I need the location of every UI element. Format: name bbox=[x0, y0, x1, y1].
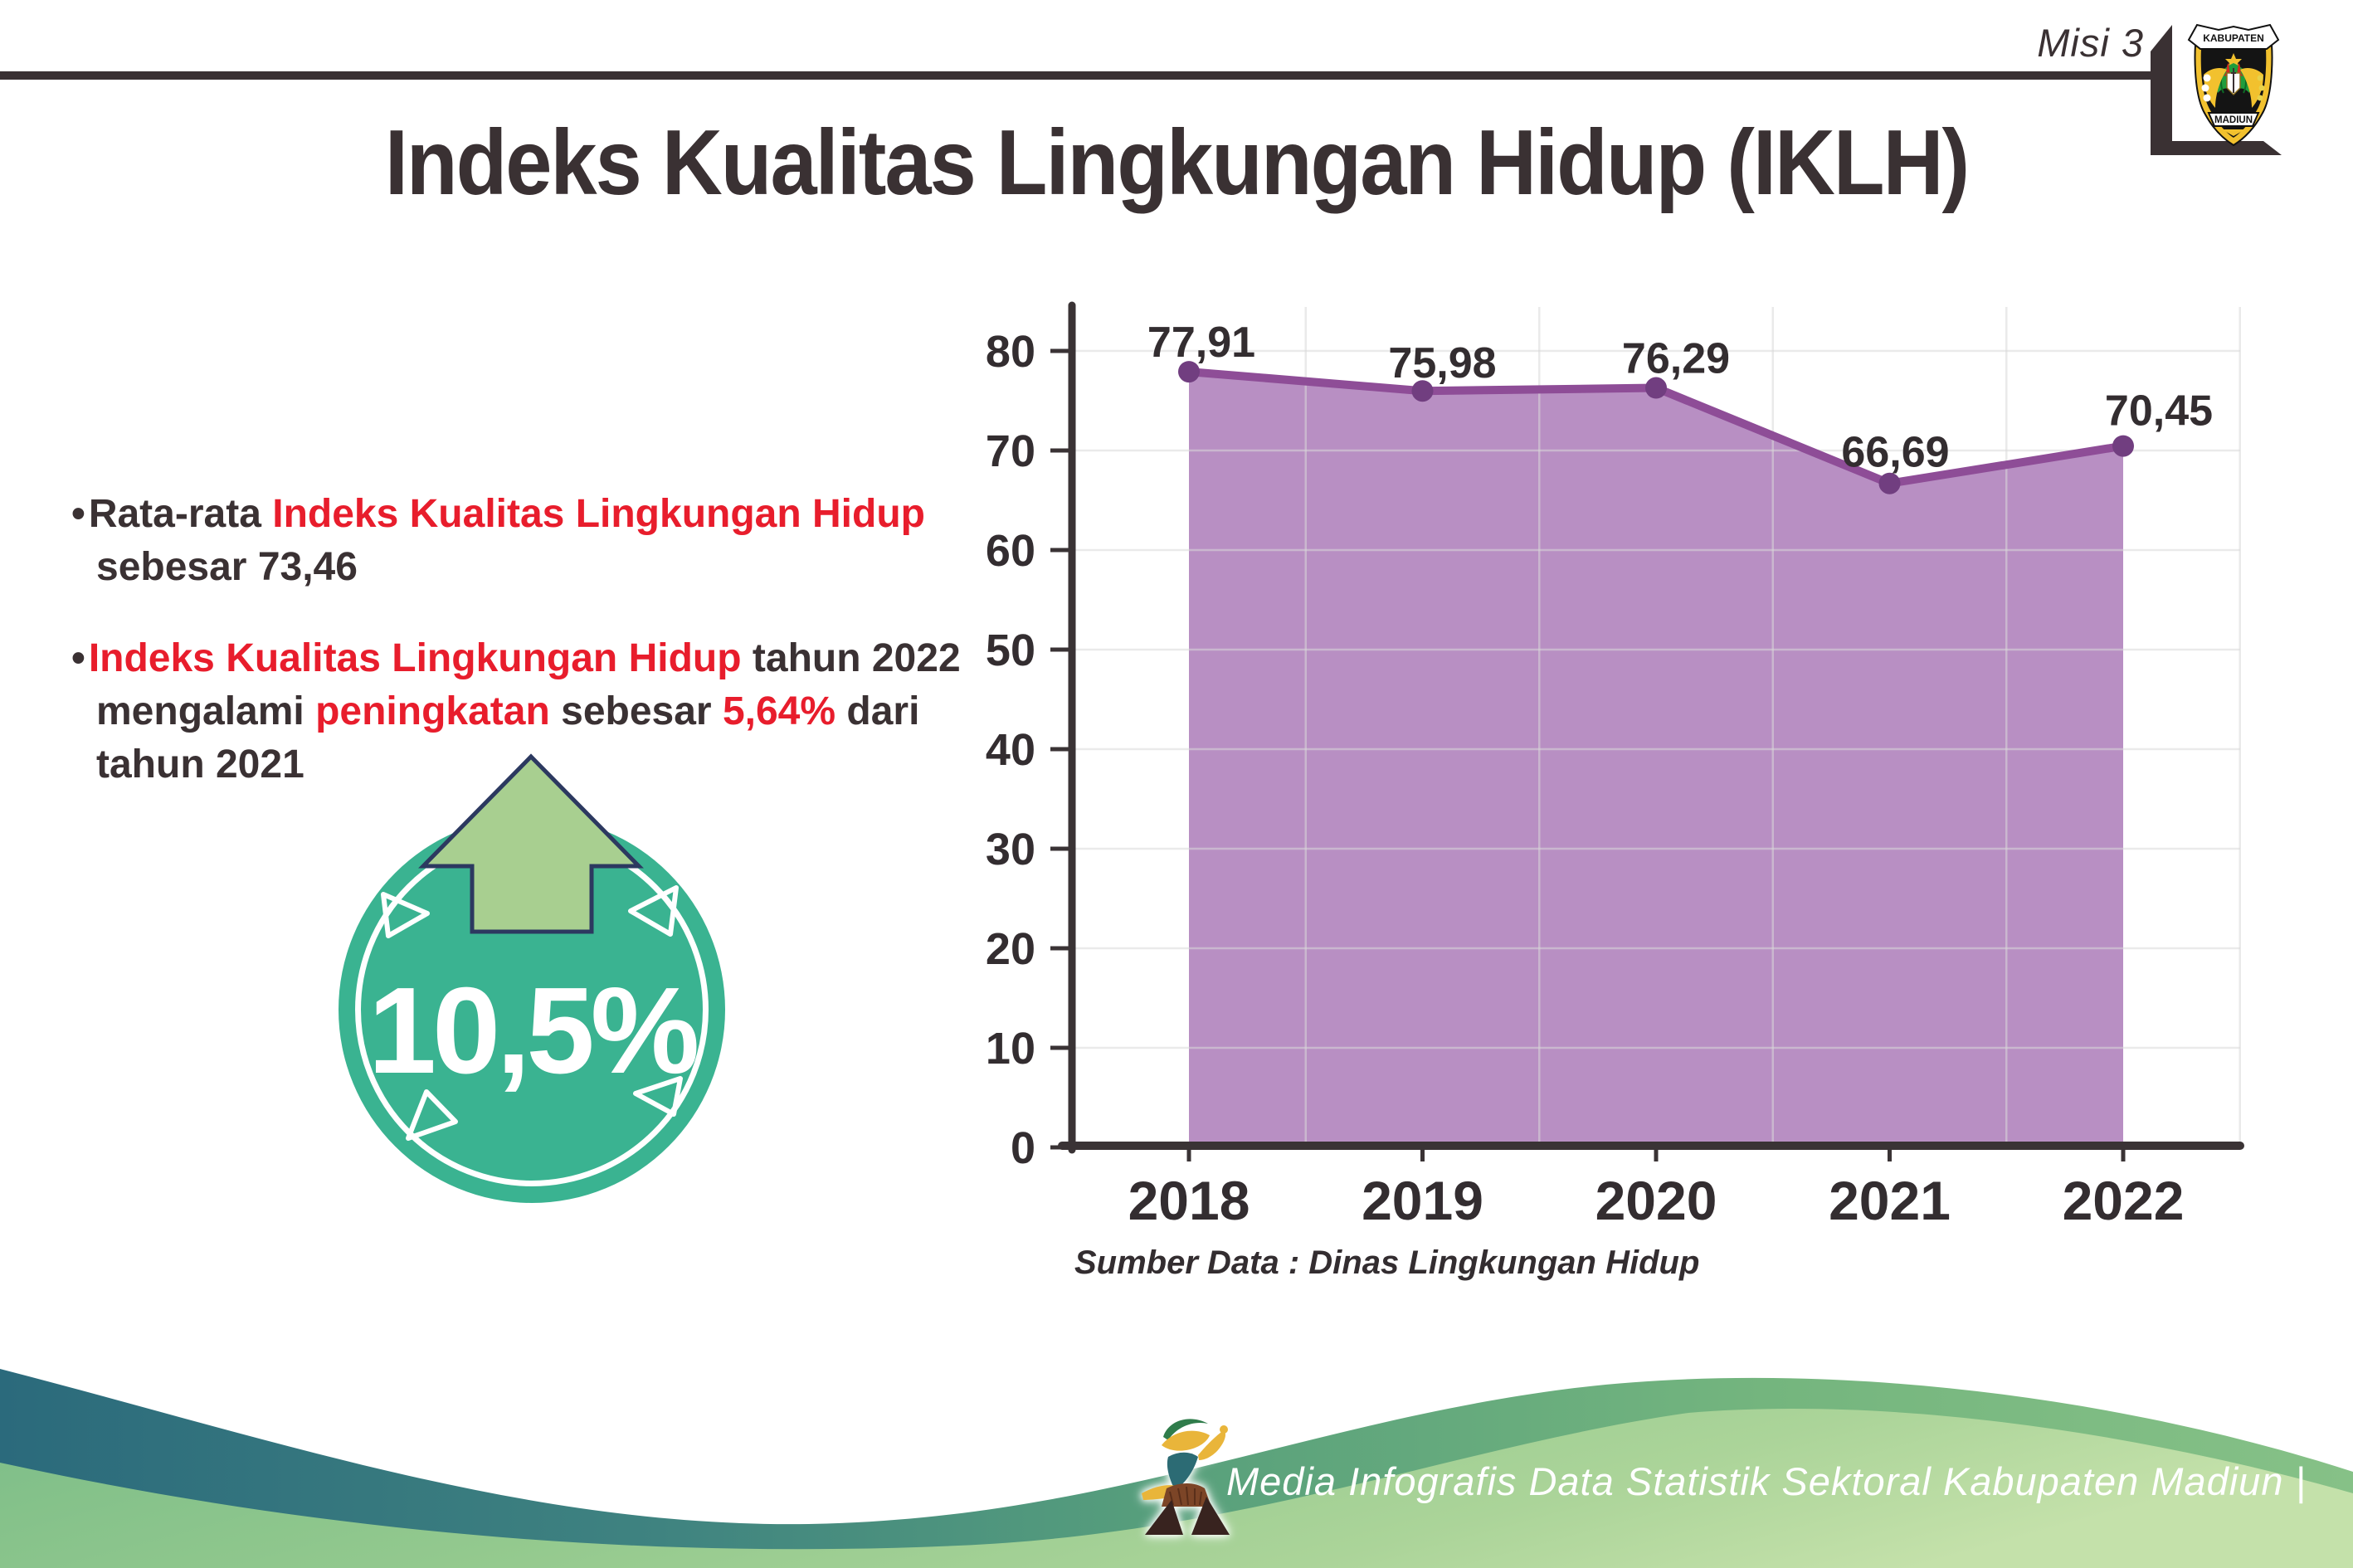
text-run: Indeks Kualitas Lingkungan Hidup bbox=[272, 492, 925, 536]
data-point-marker bbox=[1178, 361, 1200, 383]
dancer-mascot-icon bbox=[1142, 1419, 1230, 1535]
data-point-label: 75,98 bbox=[1388, 339, 1496, 387]
text-run: sebesar 73,46 bbox=[96, 545, 358, 589]
y-tick-label: 0 bbox=[1011, 1123, 1035, 1173]
data-point-marker bbox=[1878, 472, 1901, 494]
data-point-marker bbox=[2112, 435, 2134, 457]
logo-rice-icon bbox=[2257, 95, 2263, 101]
logo-rice-icon bbox=[2258, 85, 2265, 91]
text-run: Rata-rata bbox=[88, 492, 273, 536]
data-point-marker bbox=[1645, 377, 1667, 399]
footer-caption: Media Infografis Data Statistik Sektoral… bbox=[1226, 1459, 2307, 1503]
logo-cotton-icon bbox=[2203, 94, 2211, 102]
text-run: sebesar bbox=[549, 689, 723, 733]
bullet-line: •Rata-rata Indeks Kualitas Lingkungan Hi… bbox=[71, 488, 1034, 541]
badge-decor-triangles bbox=[381, 885, 683, 1141]
y-tick-label: 60 bbox=[986, 526, 1035, 576]
increase-arrow-icon bbox=[418, 753, 644, 934]
bullet-iklh-2022: •Indeks Kualitas Lingkungan Hidup tahun … bbox=[71, 632, 1034, 791]
logo-bottom-ornament bbox=[2222, 129, 2245, 136]
logo-rice-icon bbox=[2257, 75, 2263, 81]
data-point-label: 70,45 bbox=[2105, 387, 2213, 436]
x-tick-label: 2022 bbox=[2063, 1170, 2185, 1231]
logo-bottom-text: MADIUN bbox=[2214, 115, 2253, 125]
page-title: Indeks Kualitas Lingkungan Hidup (IKLH) bbox=[384, 112, 1970, 215]
logo-star-icon bbox=[2225, 53, 2242, 69]
y-tick-label: 20 bbox=[986, 924, 1035, 974]
text-run: tahun 2022 bbox=[741, 636, 961, 680]
data-point-label: 76,29 bbox=[1622, 335, 1730, 383]
bullet-line: tahun 2021 bbox=[71, 738, 1034, 791]
y-tick-label: 40 bbox=[986, 725, 1035, 775]
bullet-dot: • bbox=[71, 636, 85, 680]
y-tick-label: 30 bbox=[986, 825, 1035, 874]
logo-top-text: KABUPATEN bbox=[2203, 32, 2264, 44]
logo-bottom-banner bbox=[2207, 112, 2260, 127]
logo-corner-bracket bbox=[2151, 25, 2282, 155]
iklh-area-chart: 0 10 20 30 40 50 60 70 80 2018 2019 2020 2021 2022 77,… bbox=[986, 301, 2244, 1231]
bullet-average-iklh: •Rata-rata Indeks Kualitas Lingkungan Hi… bbox=[71, 488, 1034, 594]
y-tick-label: 50 bbox=[986, 626, 1035, 675]
logo-cotton-icon bbox=[2201, 84, 2209, 92]
footer-wave-light bbox=[0, 1409, 2353, 1568]
increase-percentage: 10,5% bbox=[368, 962, 700, 1099]
bullet-line: •Indeks Kualitas Lingkungan Hidup tahun … bbox=[71, 632, 1034, 685]
data-point-label: 66,69 bbox=[1841, 429, 1949, 477]
area-fill bbox=[1189, 372, 2123, 1148]
kabupaten-madiun-logo: KABUPATEN MADIUN bbox=[2187, 23, 2280, 147]
bullet-dot: • bbox=[71, 492, 85, 536]
logo-keris-icon bbox=[2231, 68, 2236, 93]
bullet-line: sebesar 73,46 bbox=[71, 541, 1034, 594]
data-point-marker bbox=[1411, 380, 1434, 402]
logo-cotton-icon bbox=[2203, 74, 2211, 82]
bullet-line: mengalami peningkatan sebesar 5,64% dari bbox=[71, 685, 1034, 738]
x-tick-label: 2019 bbox=[1362, 1170, 1483, 1231]
text-run: peningkatan bbox=[315, 689, 550, 733]
header-rule bbox=[0, 71, 2152, 80]
text-run: tahun 2021 bbox=[96, 743, 304, 786]
text-run: 5,64% bbox=[722, 689, 836, 733]
logo-top-banner bbox=[2187, 23, 2280, 50]
x-tick-label: 2020 bbox=[1595, 1170, 1717, 1231]
text-run: Indeks Kualitas Lingkungan Hidup bbox=[88, 636, 742, 680]
mission-label: Misi 3 bbox=[2037, 21, 2144, 65]
y-tick-label: 70 bbox=[986, 426, 1035, 476]
data-point-label: 77,91 bbox=[1147, 319, 1255, 367]
text-run: dari bbox=[835, 689, 920, 733]
text-run: mengalami bbox=[96, 689, 316, 733]
chart-source-note: Sumber Data : Dinas Lingkungan Hidup bbox=[1074, 1244, 1700, 1281]
x-tick-label: 2018 bbox=[1128, 1170, 1250, 1231]
x-tick-label: 2021 bbox=[1829, 1170, 1951, 1231]
y-tick-label: 80 bbox=[986, 327, 1035, 377]
footer-wave bbox=[0, 1369, 2353, 1568]
y-tick-label: 10 bbox=[986, 1024, 1035, 1074]
